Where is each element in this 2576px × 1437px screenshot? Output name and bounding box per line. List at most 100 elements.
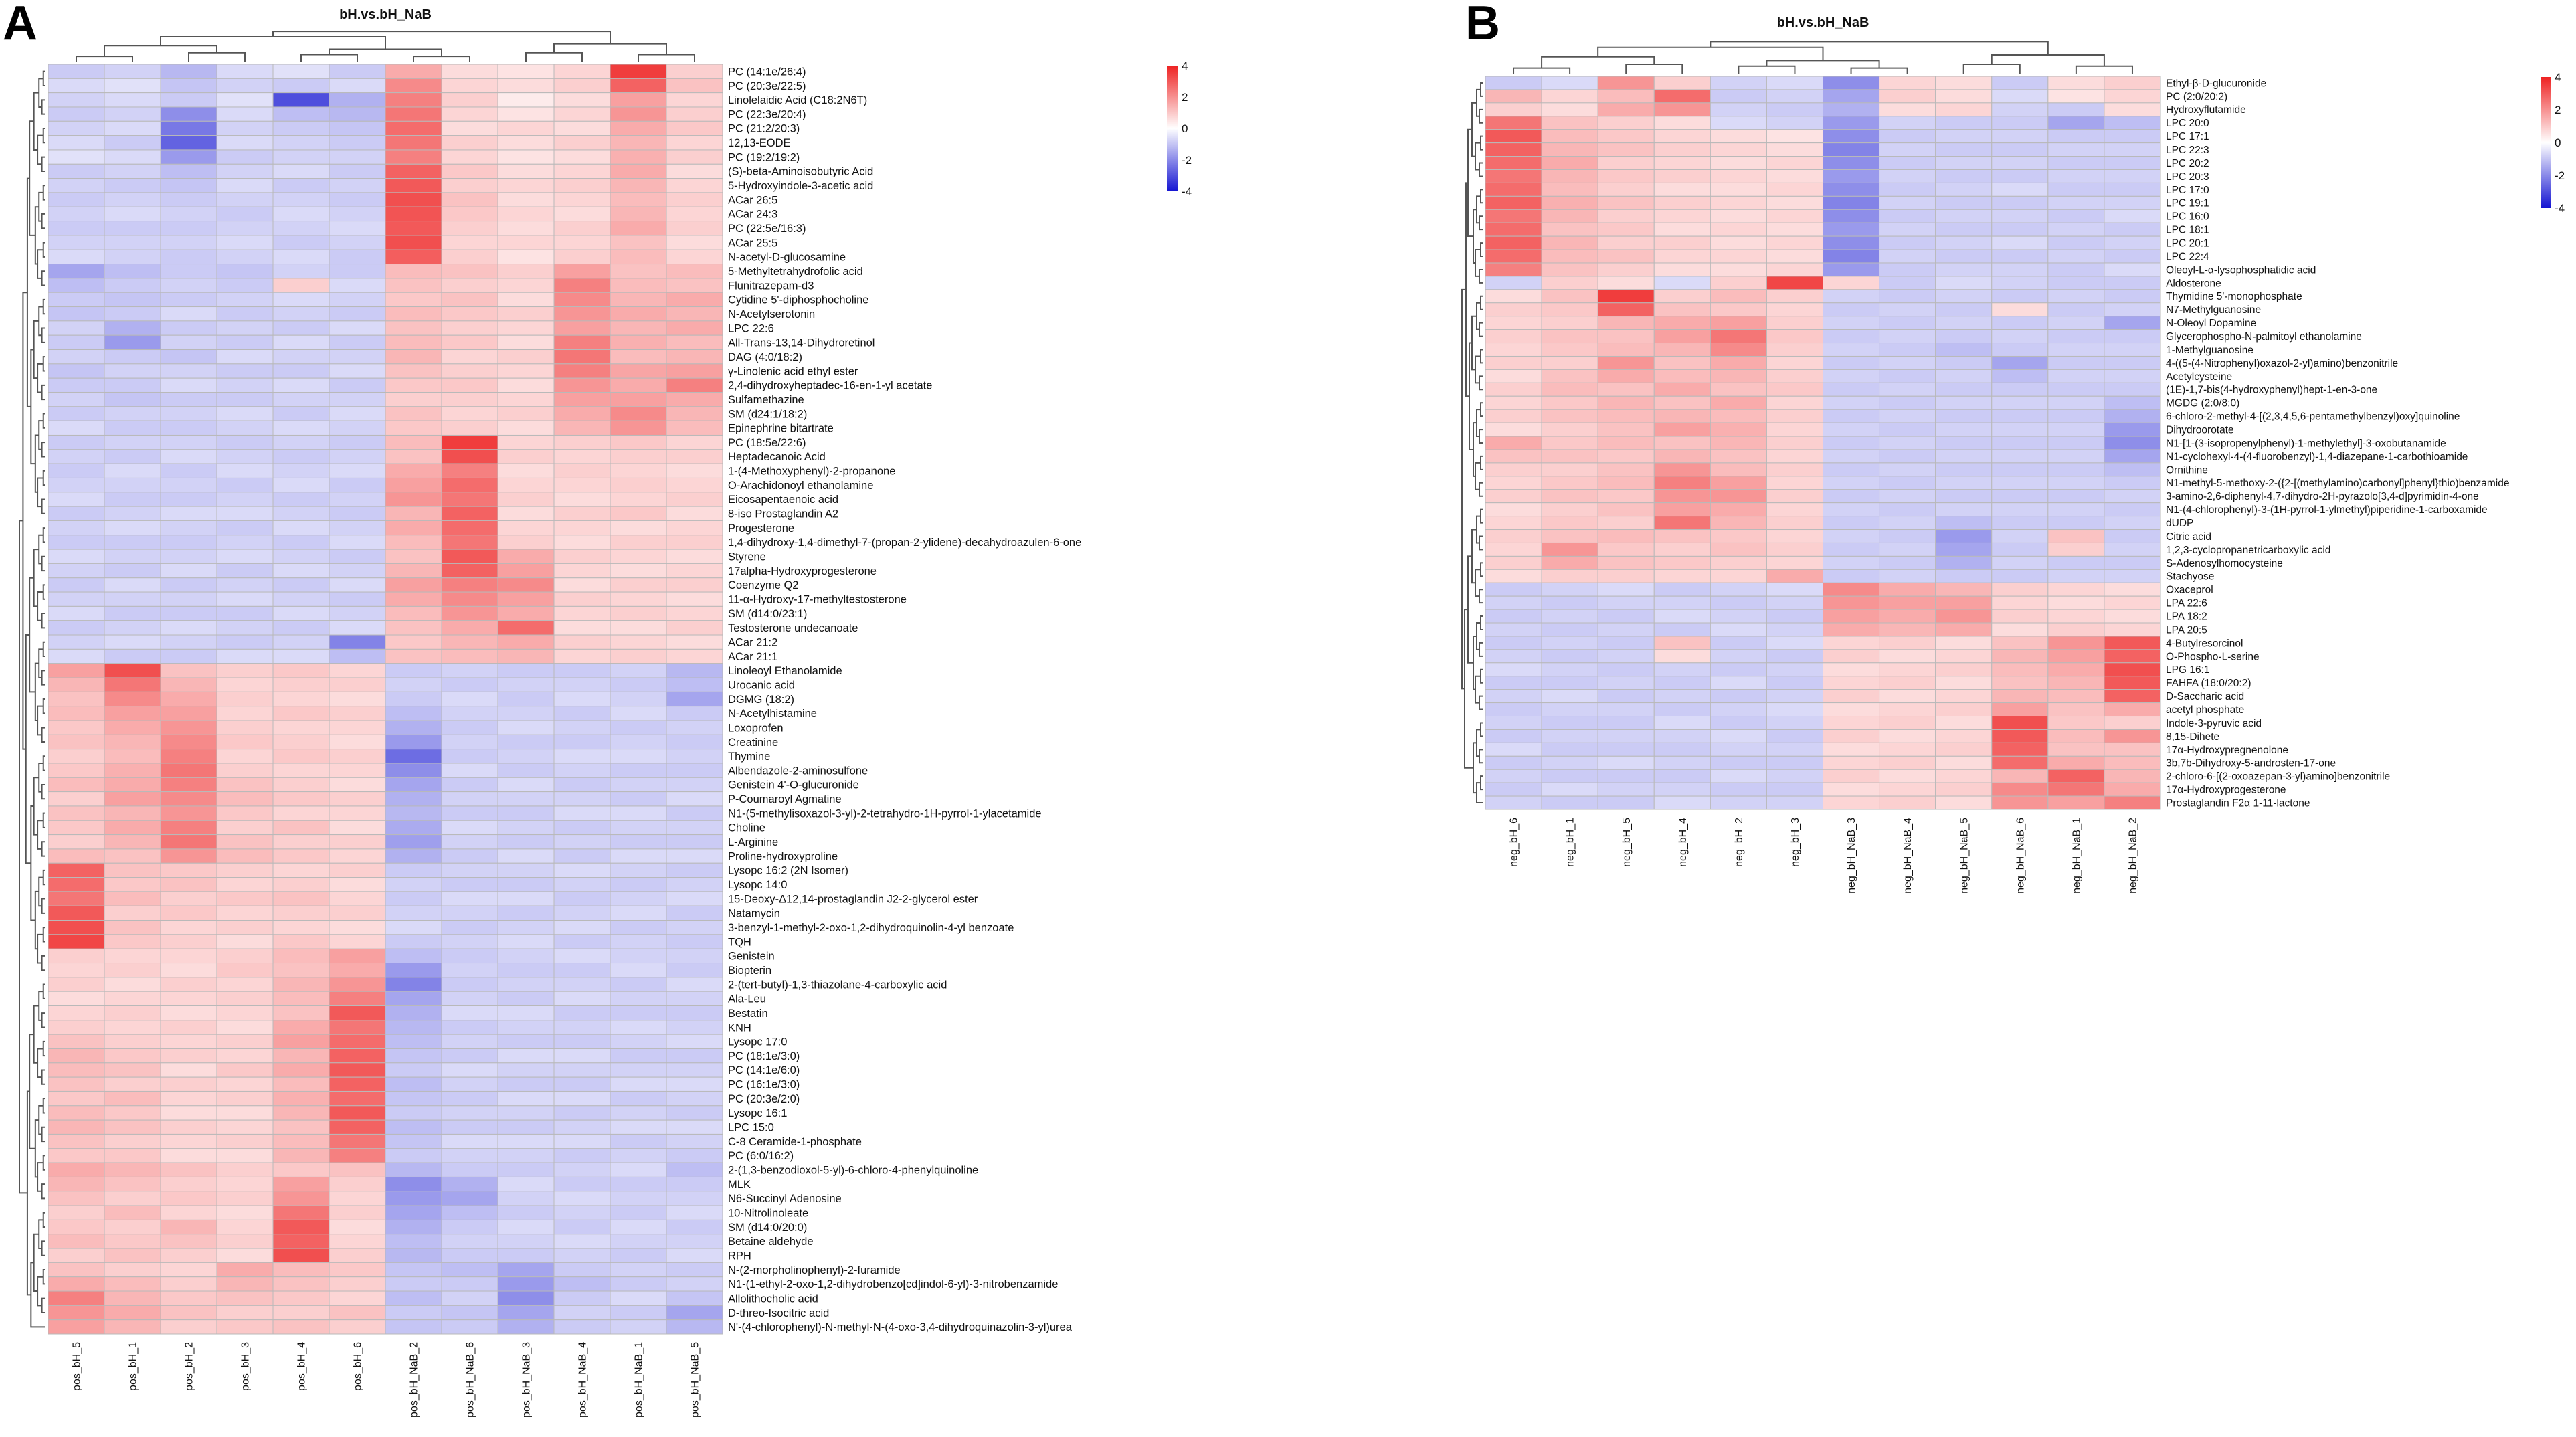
row-dendrogram-branch [1461,288,1466,690]
heatmap-cell [1597,529,1655,543]
column-dendrogram-branch [1541,56,1655,68]
row-label: Sulfamethazine [728,394,804,406]
heatmap-cell [1485,662,1542,677]
heatmap-cell [1710,689,1767,704]
heatmap-cell [1823,355,1880,370]
heatmap-cell [1823,555,1880,570]
heatmap-cell [2104,569,2161,583]
heatmap-cell [1991,316,2049,330]
heatmap-cell [1935,529,1993,543]
heatmap-cell [1653,209,1711,223]
heatmap-cell [1935,689,1993,704]
heatmap-cell [1823,302,1880,317]
heatmap-cell [1935,262,1993,277]
heatmap-cell [1541,462,1598,477]
column-label: pos_bH_3 [240,1342,252,1391]
heatmap-cell [1935,369,1993,383]
heatmap-cell [1710,395,1767,410]
heatmap-cell [1541,262,1598,277]
row-label: Stachyose [2166,571,2214,583]
heatmap-cell [1710,702,1767,717]
heatmap-cell [1823,609,1880,624]
row-label: PC (18:5e/22:6) [728,437,806,449]
row-label: Testosterone undecanoate [728,622,858,634]
heatmap-cell [1823,369,1880,383]
heatmap-cell [2104,102,2161,117]
heatmap-cell [2104,529,2161,543]
heatmap-cell [1485,129,1542,144]
row-dendrogram-branch [1480,562,1483,577]
heatmap-cell [1485,102,1542,117]
heatmap-cell [1935,302,1993,317]
heatmap-cell [1710,262,1767,277]
heatmap-cell [2104,235,2161,250]
heatmap-cell [1653,729,1711,743]
heatmap-cell [1597,262,1655,277]
heatmap-cell [1485,222,1542,237]
heatmap-cell [1710,729,1767,743]
column-label: neg_bH_4 [1677,818,1689,867]
heatmap-cell [2047,102,2105,117]
heatmap-cell [1541,222,1598,237]
heatmap-cell [2104,769,2161,783]
heatmap-cell [1653,142,1711,157]
row-label: 2-chloro-6-[(2-oxoazepan-3-yl)amino]benz… [2166,771,2390,783]
panel-label-a: A [3,0,37,50]
heatmap-cell [2047,436,2105,450]
heatmap-cell [1485,676,1542,690]
heatmap-cell [1485,755,1542,770]
heatmap-cell [1935,516,1993,531]
row-label: LPA 18:2 [2166,611,2207,622]
heatmap-cell [1766,249,1824,264]
heatmap-cell [1485,609,1542,624]
row-label: 3-benzyl-1-methyl-2-oxo-1,2-dihydroquino… [728,922,1014,934]
row-dendrogram-branch [1480,615,1483,630]
row-label: O-Phospho-L-serine [2166,651,2260,662]
heatmap-cell [1541,289,1598,304]
row-label: Acetylcysteine [2166,371,2232,383]
heatmap-cell [1879,382,1936,397]
heatmap-cell [1766,116,1824,130]
heatmap-cell [1597,116,1655,130]
row-label: Loxoprofen [728,722,784,734]
row-label: 1,2,3-cyclopropanetricarboxylic acid [2166,545,2330,556]
heatmap-cell [1935,649,1993,664]
heatmap-cell [1991,595,2049,610]
heatmap-cell [2104,542,2161,557]
heatmap-cells-a [48,64,723,1335]
row-label: N1-methyl-5-methoxy-2-({2-[(methylamino)… [2166,478,2509,489]
heatmap-cell [1485,489,1542,504]
heatmap-cell [2104,649,2161,664]
heatmap-cell [1766,729,1824,743]
colorbar-tick-label: -2 [1182,154,1192,167]
column-dendrogram-branch [272,31,611,44]
row-dendrogram-branch [29,1034,35,1149]
heatmap-cell [1597,662,1655,677]
heatmap-cell [2047,89,2105,104]
row-label: PC (20:3e/22:5) [728,80,806,92]
heatmap-cell [1653,289,1711,304]
row-label: All-Trans-13,14-Dihydroretinol [728,337,875,349]
colorbar-b [2541,77,2551,208]
row-dendrogram-branch [26,1090,31,1296]
heatmap-cell [1710,235,1767,250]
heatmap-cell [2047,702,2105,717]
heatmap-cell [1935,636,1993,650]
heatmap-cell [1766,529,1824,543]
heatmap-cell [1485,395,1542,410]
row-label: Betaine aldehyde [728,1236,814,1248]
heatmap-cell [1653,769,1711,783]
heatmap-cell [1991,343,2049,357]
heatmap-cell [2047,489,2105,504]
heatmap-cell [2104,222,2161,237]
row-label: Choline [728,822,765,834]
heatmap-cell [1597,222,1655,237]
heatmap-cell [2047,476,2105,490]
heatmap-cell [2104,676,2161,690]
heatmap-cell [1541,795,1598,810]
row-label: N1-(1-ethyl-2-oxo-1,2-dihydrobenzo[cd]in… [728,1278,1058,1290]
row-label: N1-[1-(3-isopropenylphenyl)-1-methylethy… [2166,438,2446,449]
heatmap-cell [1597,395,1655,410]
heatmap-cell [2104,382,2161,397]
row-label: Styrene [728,551,766,563]
